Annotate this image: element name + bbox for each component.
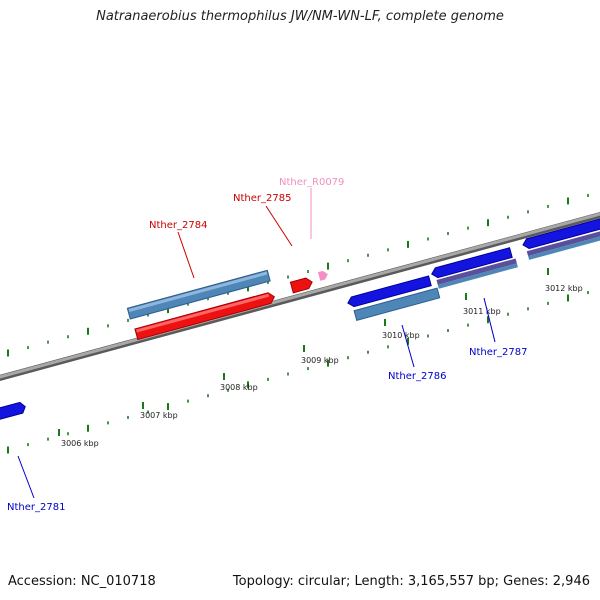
map-title: Natranaerobius thermophilus JW/NM-WN-LF,… bbox=[96, 9, 504, 24]
callout-line-2785 bbox=[265, 205, 293, 247]
minor-tick-dots bbox=[7, 194, 589, 454]
gene-label-2781[interactable]: Nther_2781 bbox=[7, 502, 65, 513]
backbone bbox=[0, 212, 600, 381]
tick-label-3011: 3011 kbp bbox=[463, 307, 501, 316]
cds-blue-2788[interactable] bbox=[522, 216, 600, 250]
callout-line-2781 bbox=[17, 455, 35, 499]
cds-reverse-2784-highlight bbox=[136, 293, 270, 333]
accession-text: Accession: NC_010718 bbox=[8, 574, 156, 589]
callout-line-2786 bbox=[401, 324, 415, 368]
tick-label-3012: 3012 kbp bbox=[545, 284, 583, 293]
callout-line-2787 bbox=[483, 297, 496, 343]
gene-label-2787[interactable]: Nther_2787 bbox=[469, 347, 527, 358]
cds-blue-2787[interactable] bbox=[430, 247, 513, 279]
genome-summary-text: Topology: circular; Length: 3,165,557 bp… bbox=[232, 574, 590, 589]
features[interactable] bbox=[0, 216, 600, 423]
rna-R0079[interactable] bbox=[317, 270, 329, 281]
gene-callouts[interactable]: Nther_2784 Nther_2785 Nther_R0079 Nther_… bbox=[7, 177, 527, 513]
cds-blue-2781[interactable] bbox=[0, 401, 27, 423]
tick-label-3008: 3008 kbp bbox=[220, 383, 258, 392]
cds-forward-2784-highlight bbox=[128, 271, 268, 312]
cds-reverse-2785[interactable] bbox=[289, 277, 313, 294]
callout-line-2784 bbox=[177, 231, 195, 279]
kbp-ticks: 3006 kbp 3007 kbp 3008 kbp 3009 kbp 3010… bbox=[58, 268, 583, 448]
gene-label-2785[interactable]: Nther_2785 bbox=[233, 193, 291, 204]
tick-label-3007: 3007 kbp bbox=[140, 411, 178, 420]
cds-purple-2788[interactable] bbox=[526, 228, 600, 257]
cds-forward-2788[interactable] bbox=[528, 233, 600, 260]
gene-label-2786[interactable]: Nther_2786 bbox=[388, 371, 446, 382]
tick-label-3006: 3006 kbp bbox=[61, 439, 99, 448]
gene-label-R0079[interactable]: Nther_R0079 bbox=[279, 177, 344, 188]
cds-forward-2786[interactable] bbox=[353, 287, 441, 321]
gene-label-2784[interactable]: Nther_2784 bbox=[149, 220, 207, 231]
cds-purple-2787[interactable] bbox=[436, 258, 517, 285]
tick-label-3010: 3010 kbp bbox=[382, 331, 420, 340]
cds-forward-2787[interactable] bbox=[437, 263, 518, 289]
tick-label-3009: 3009 kbp bbox=[301, 356, 339, 365]
cds-blue-2786[interactable] bbox=[347, 275, 432, 308]
